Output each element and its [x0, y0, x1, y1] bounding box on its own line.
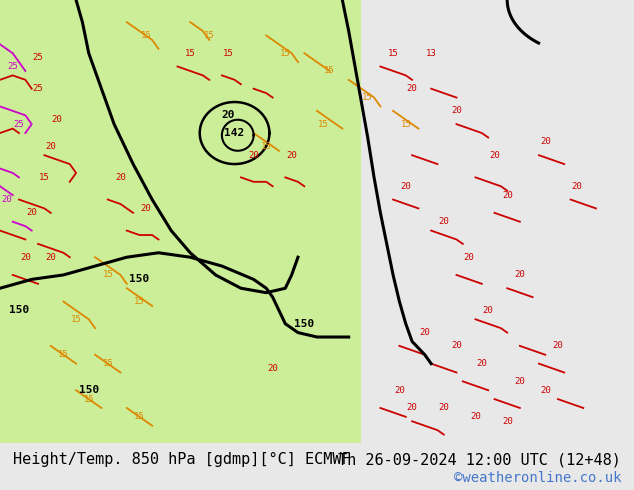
Text: 20: 20: [477, 359, 487, 368]
Text: 15: 15: [39, 173, 49, 182]
Text: Th 26-09-2024 12:00 UTC (12+48): Th 26-09-2024 12:00 UTC (12+48): [339, 452, 621, 467]
Text: 20: 20: [489, 151, 500, 160]
Text: ©weatheronline.co.uk: ©weatheronline.co.uk: [454, 471, 621, 485]
Text: 20: 20: [502, 417, 512, 426]
Text: 20: 20: [249, 151, 259, 160]
Bar: [361, 0, 634, 443]
Text: 20: 20: [115, 173, 126, 182]
Text: 20: 20: [439, 217, 449, 226]
Text: 15: 15: [103, 270, 113, 279]
Text: 20: 20: [20, 253, 30, 262]
Text: 20: 20: [515, 270, 525, 279]
Text: 20: 20: [401, 182, 411, 191]
Text: 20: 20: [221, 110, 235, 121]
Text: 20: 20: [407, 403, 417, 413]
Text: 20: 20: [464, 253, 474, 262]
Text: 25: 25: [33, 84, 43, 93]
Text: Height/Temp. 850 hPa [gdmp][°C] ECMWF: Height/Temp. 850 hPa [gdmp][°C] ECMWF: [13, 452, 351, 467]
Text: 20: 20: [1, 195, 11, 204]
Text: 15: 15: [318, 120, 328, 129]
Text: 15: 15: [280, 49, 290, 58]
Text: 15: 15: [84, 394, 94, 404]
Text: 15: 15: [71, 315, 81, 324]
Text: 20: 20: [141, 204, 151, 213]
Text: 15: 15: [134, 297, 145, 306]
Text: 25: 25: [8, 62, 18, 71]
Text: 20: 20: [27, 208, 37, 218]
Text: 20: 20: [470, 413, 481, 421]
Text: 20: 20: [287, 151, 297, 160]
Text: 20: 20: [268, 364, 278, 372]
Text: 15: 15: [141, 31, 151, 40]
Text: 20: 20: [502, 191, 512, 199]
Text: 20: 20: [540, 137, 550, 147]
Text: 20: 20: [407, 84, 417, 93]
Text: 15: 15: [103, 359, 113, 368]
Text: 150: 150: [294, 318, 314, 329]
Text: 15: 15: [58, 350, 68, 359]
Text: 150: 150: [129, 274, 150, 284]
Text: 150: 150: [79, 385, 99, 395]
Text: 20: 20: [420, 328, 430, 337]
Text: 20: 20: [394, 386, 404, 395]
Text: 20: 20: [46, 253, 56, 262]
Text: 20: 20: [46, 142, 56, 151]
Bar: [0, 0, 361, 443]
Text: 142: 142: [224, 128, 245, 138]
Text: 15: 15: [325, 67, 335, 75]
Text: 15: 15: [388, 49, 398, 58]
Text: 20: 20: [439, 403, 449, 413]
Text: 15: 15: [134, 413, 145, 421]
Text: 20: 20: [483, 306, 493, 315]
Text: 20: 20: [515, 377, 525, 386]
Text: 15: 15: [185, 49, 195, 58]
Text: 20: 20: [451, 342, 462, 350]
Text: 15: 15: [204, 31, 214, 40]
Text: 25: 25: [33, 53, 43, 62]
Text: 15: 15: [363, 93, 373, 102]
Text: 20: 20: [540, 386, 550, 395]
Text: 150: 150: [9, 305, 29, 316]
Text: 25: 25: [14, 120, 24, 129]
Text: 20: 20: [52, 115, 62, 124]
Text: 20: 20: [451, 106, 462, 115]
Text: 15: 15: [223, 49, 233, 58]
Text: 20: 20: [572, 182, 582, 191]
Text: 13: 13: [426, 49, 436, 58]
Text: 15: 15: [401, 120, 411, 129]
Text: 20: 20: [553, 342, 563, 350]
Text: 15: 15: [261, 142, 271, 151]
